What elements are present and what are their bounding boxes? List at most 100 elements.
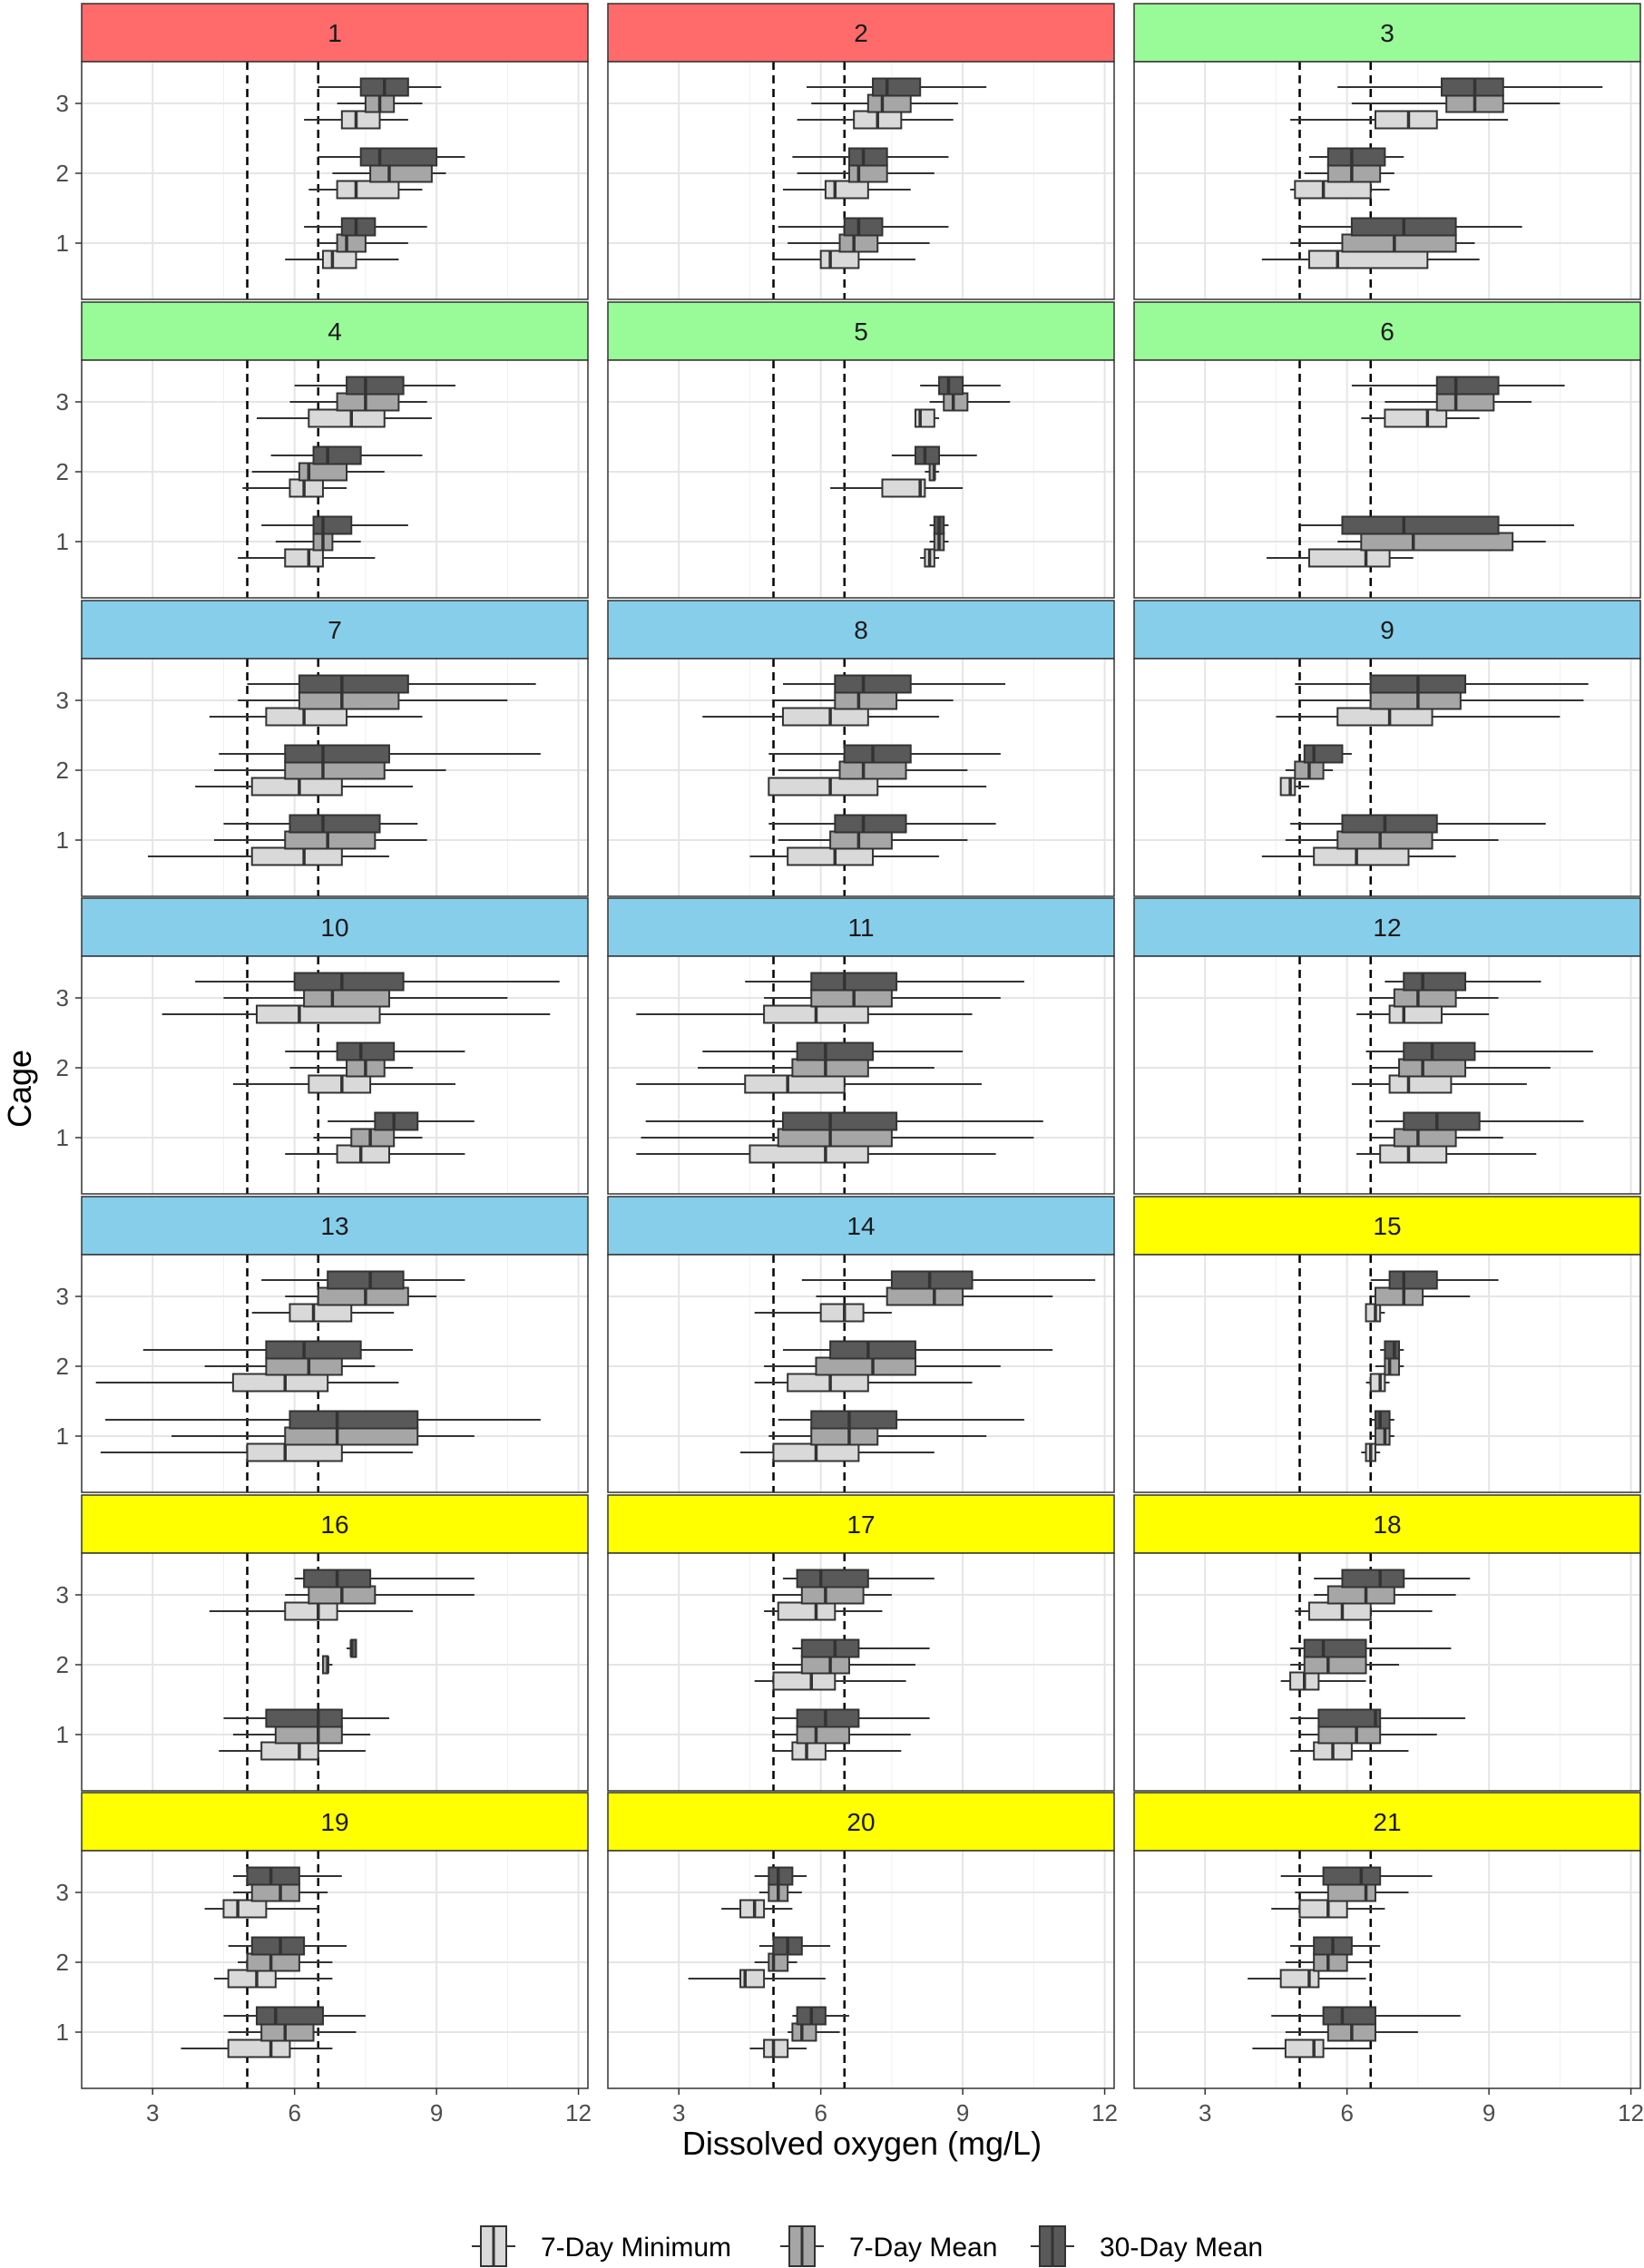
box — [284, 548, 324, 568]
y-tick-label: 3 — [56, 388, 69, 415]
box — [796, 1569, 869, 1589]
boxplot-7-day-minimum-cage-2 — [242, 478, 347, 498]
box — [787, 846, 875, 866]
box — [872, 77, 922, 97]
boxplot-7-day-minimum-cage-3 — [754, 1303, 892, 1323]
x-axis-title: Dissolved oxygen (mg/L) — [682, 2125, 1042, 2162]
box — [284, 830, 377, 850]
boxplot-7-day-mean-cage-3 — [285, 1585, 475, 1605]
boxplot-30-day-mean-cage-1 — [1375, 1111, 1584, 1131]
box — [1303, 1655, 1367, 1675]
boxplot-30-day-mean-cage-2 — [1290, 1936, 1381, 1956]
boxplot-30-day-mean-cage-1 — [261, 515, 408, 535]
boxplot-30-day-mean-cage-3 — [1337, 77, 1603, 97]
y-tick-label: 2 — [56, 1054, 69, 1081]
box — [317, 1286, 409, 1306]
box — [843, 217, 884, 237]
box — [1336, 707, 1434, 727]
x-tick-label: 12 — [565, 2099, 592, 2126]
box — [815, 1356, 916, 1376]
box — [1303, 1638, 1367, 1658]
box — [289, 1303, 353, 1323]
boxplot-30-day-mean-cage-1 — [1299, 217, 1522, 237]
box — [810, 972, 898, 992]
box — [1393, 1128, 1457, 1148]
box — [819, 249, 860, 269]
panel-border — [607, 955, 1115, 1195]
boxplot-30-day-mean-cage-2 — [1365, 1041, 1593, 1061]
y-tick-label: 1 — [56, 1721, 69, 1748]
box — [1279, 777, 1297, 797]
y-tick-label: 1 — [56, 1124, 69, 1151]
panel-border — [1133, 61, 1641, 300]
box — [312, 515, 353, 535]
box — [777, 1128, 893, 1148]
box — [800, 1585, 865, 1605]
box — [847, 163, 888, 183]
boxplot-30-day-mean-cage-3 — [232, 1866, 342, 1886]
boxplot-30-day-mean-cage-3 — [807, 77, 987, 97]
box — [824, 180, 869, 200]
box — [255, 2006, 324, 2026]
box — [796, 1041, 875, 1061]
boxplot-30-day-mean-cage-2 — [758, 1936, 831, 1956]
box — [744, 1074, 846, 1094]
strip-label: 6 — [1380, 318, 1394, 346]
y-tick-label: 3 — [56, 90, 69, 117]
boxplot-7-day-mean-cage-3 — [1295, 1882, 1409, 1902]
panel-border — [81, 955, 589, 1195]
legend-label: 30-Day Mean — [1100, 2233, 1263, 2263]
panel-border — [1133, 955, 1641, 1195]
panel-13: 13 1 2 3 — [56, 1196, 589, 1493]
box — [227, 1969, 277, 1989]
box — [943, 392, 969, 412]
box — [284, 744, 390, 764]
boxplot-7-day-mean-cage-2 — [289, 1058, 414, 1078]
panel-11: 11 — [607, 897, 1115, 1195]
strip-label: 17 — [846, 1510, 875, 1539]
x-tick-label: 3 — [146, 2099, 159, 2126]
strip-1 — [81, 3, 589, 63]
panel-border — [81, 658, 589, 897]
boxplot-30-day-mean-cage-1 — [1299, 515, 1574, 535]
strip-label: 18 — [1373, 1510, 1401, 1539]
boxplot-30-day-mean-cage-3 — [318, 77, 442, 97]
panel-border — [1133, 1552, 1641, 1792]
box — [246, 1866, 300, 1886]
box — [1384, 1356, 1401, 1376]
box — [265, 707, 348, 727]
box — [1341, 1569, 1405, 1589]
box — [810, 988, 893, 1008]
boxplot-7-day-minimum-cage-1 — [1361, 1442, 1381, 1462]
box — [1403, 972, 1467, 992]
box — [336, 180, 400, 200]
box — [327, 1270, 405, 1290]
box — [800, 1638, 860, 1658]
boxplot-7-day-minimum-cage-1 — [1290, 1741, 1409, 1761]
x-tick-label: 3 — [672, 2099, 685, 2126]
boxplot-30-day-mean-cage-2 — [228, 1936, 347, 1956]
panel-8: 8 — [607, 600, 1115, 897]
boxplot-7-day-minimum-cage-3 — [721, 1899, 793, 1919]
panel-border — [81, 1254, 589, 1493]
legend-label: 7-Day Minimum — [541, 2233, 731, 2263]
boxplot-7-day-mean-cage-2 — [764, 1356, 1001, 1376]
boxplot-30-day-mean-cage-1 — [304, 217, 427, 237]
box — [781, 707, 869, 727]
box — [265, 1340, 362, 1360]
box — [800, 1655, 850, 1675]
strip-18 — [1133, 1494, 1641, 1554]
boxplot-7-day-mean-cage-1 — [275, 532, 361, 552]
boxplot-7-day-mean-cage-3 — [1351, 93, 1561, 113]
boxplot-30-day-mean-cage-2 — [702, 1041, 964, 1061]
panel-4: 4 1 2 3 — [56, 301, 589, 599]
box — [1341, 814, 1438, 834]
boxplot-30-day-mean-cage-1 — [223, 2006, 366, 2026]
boxplot-7-day-minimum-cage-2 — [688, 1969, 826, 1989]
boxplot-30-day-mean-cage-3 — [1280, 1866, 1433, 1886]
y-axis-title: Cage — [1, 1050, 38, 1128]
box — [834, 674, 912, 694]
boxplot-7-day-mean-cage-1 — [171, 1426, 475, 1446]
box — [1369, 690, 1462, 710]
